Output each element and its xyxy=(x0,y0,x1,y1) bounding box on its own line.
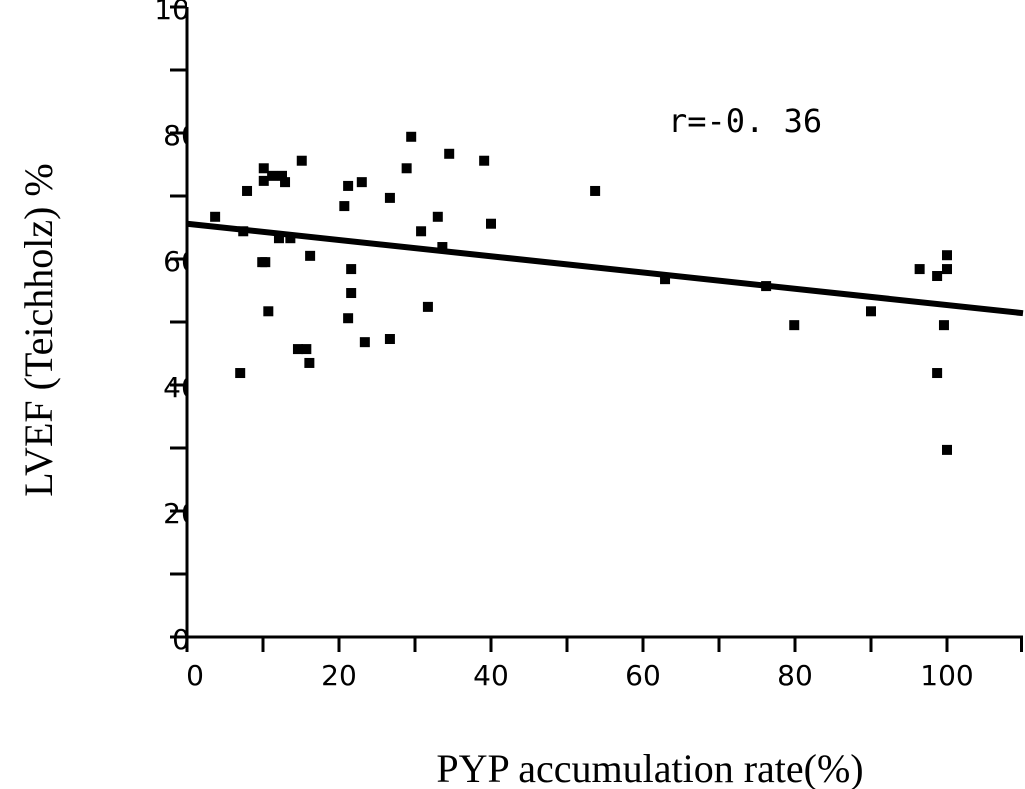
point xyxy=(339,201,350,212)
point xyxy=(942,250,952,261)
point xyxy=(932,271,943,282)
x-tick-label: 20 xyxy=(321,659,357,692)
point xyxy=(359,337,370,348)
point xyxy=(301,344,312,355)
point xyxy=(942,444,952,455)
point xyxy=(296,155,307,166)
point xyxy=(789,320,800,331)
point xyxy=(346,264,357,275)
point xyxy=(942,264,952,275)
point xyxy=(346,288,357,299)
y-tick-label: 0 xyxy=(172,623,190,656)
point xyxy=(660,274,671,285)
point xyxy=(384,192,395,203)
point xyxy=(292,344,303,355)
point xyxy=(258,175,269,186)
point xyxy=(285,233,296,244)
y-tick-labels: 0 20 40 60 80 100 xyxy=(154,0,207,656)
point xyxy=(356,177,367,188)
point xyxy=(422,301,433,312)
x-tick-label: 40 xyxy=(473,659,509,692)
point xyxy=(432,211,443,222)
point xyxy=(384,334,395,345)
annotation: r=-0. 36 xyxy=(668,102,822,140)
point xyxy=(235,368,246,379)
point xyxy=(479,155,490,166)
point xyxy=(273,233,284,244)
point xyxy=(444,148,455,159)
point xyxy=(210,211,221,222)
x-tick-label: 100 xyxy=(920,659,973,692)
point xyxy=(914,264,925,275)
point xyxy=(280,177,291,188)
point xyxy=(238,226,249,237)
point xyxy=(416,226,427,237)
y-tick-label: 60 xyxy=(163,245,199,278)
point xyxy=(866,306,876,317)
trendline xyxy=(186,220,1024,317)
point xyxy=(343,313,354,324)
point xyxy=(267,170,278,181)
x-axis-label: PYP accumulation rate(%) xyxy=(436,746,863,789)
point xyxy=(938,320,949,331)
x-tick-label: 0 xyxy=(186,659,204,692)
y-tick-label: 40 xyxy=(163,371,199,404)
y-tick-label: 80 xyxy=(163,119,199,152)
point xyxy=(406,131,417,142)
point xyxy=(401,163,412,174)
y-axis-label: LVEF (Teichholz) % xyxy=(16,163,61,496)
point xyxy=(486,218,496,229)
point xyxy=(932,368,943,379)
x-tick-label: 80 xyxy=(777,659,813,692)
point xyxy=(304,357,315,368)
point xyxy=(590,185,601,196)
x-tick-label: 60 xyxy=(625,659,661,692)
point xyxy=(242,185,253,196)
point xyxy=(258,163,269,174)
y-tick-label: 20 xyxy=(163,497,199,530)
point xyxy=(305,250,316,261)
point xyxy=(263,306,274,317)
point xyxy=(761,281,772,292)
point xyxy=(437,242,448,253)
y-tick-label: 100 xyxy=(154,0,207,26)
point xyxy=(260,257,271,268)
point xyxy=(277,170,287,181)
point xyxy=(343,180,354,191)
